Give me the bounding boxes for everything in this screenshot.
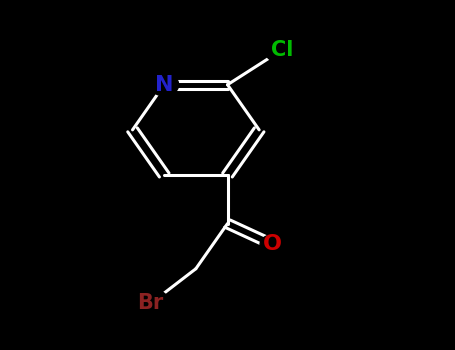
Circle shape (260, 235, 285, 254)
Text: N: N (155, 75, 173, 95)
Text: Cl: Cl (271, 40, 293, 60)
Circle shape (150, 74, 179, 96)
Text: O: O (263, 234, 282, 254)
Text: Br: Br (137, 293, 164, 314)
Circle shape (264, 37, 299, 63)
Circle shape (131, 289, 170, 318)
